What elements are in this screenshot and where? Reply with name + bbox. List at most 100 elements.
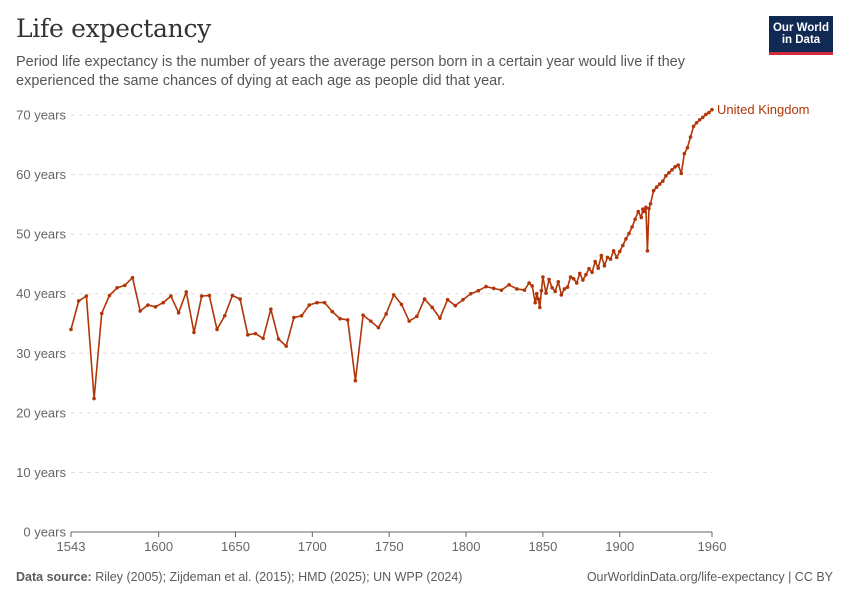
data-point [568,275,573,279]
data-point [657,182,662,186]
data-point [184,290,189,294]
data-point [547,277,551,282]
data-point [617,249,622,254]
data-point [688,135,693,139]
data-point [299,313,304,318]
owid-logo[interactable]: Our World in Data [769,16,833,55]
data-point [587,266,591,271]
x-tick-label: 1900 [605,539,634,554]
data-point [92,396,96,401]
data-point [484,284,488,289]
x-tick-label: 1850 [528,539,557,554]
y-tick-label: 40 years [16,286,66,301]
data-point [138,309,142,313]
data-point [691,124,696,129]
data-point [338,316,342,321]
data-point [438,316,442,320]
data-point [682,151,687,156]
y-tick-label: 20 years [16,405,66,420]
data-point [539,288,544,293]
data-point [376,325,381,330]
data-point [553,289,558,294]
data-point [315,300,319,305]
data-point [627,231,631,236]
data-point [130,275,135,280]
data-point [700,115,705,120]
x-tick-label: 1750 [375,539,404,554]
data-point [76,299,81,303]
data-point [107,293,112,298]
y-tick-label: 50 years [16,227,66,242]
data-point [322,300,327,305]
data-point [533,300,538,305]
source-label: Data source: [16,570,92,584]
data-point [392,293,396,297]
data-point [581,278,585,282]
data-point [330,309,335,314]
data-point [353,378,358,383]
data-point [704,112,708,117]
data-point [445,297,450,302]
data-point [571,277,576,281]
series-label: United Kingdom [717,102,810,117]
data-point [648,201,653,206]
x-tick-label: 1543 [57,539,86,554]
data-point [614,255,619,260]
data-point [161,300,166,305]
data-point [654,185,659,189]
data-point [527,281,531,285]
data-point [269,307,273,312]
x-tick-label: 1960 [698,539,727,554]
data-point [574,281,579,285]
data-point [292,315,296,320]
y-tick-label: 60 years [16,167,66,182]
data-point [507,282,511,287]
data-point [645,249,650,253]
data-point [276,337,281,341]
data-point [562,287,567,291]
data-point [630,225,634,229]
data-point [69,327,73,332]
data-point [590,270,594,275]
data-point [499,288,504,292]
data-point [534,291,539,296]
data-point [407,319,411,323]
x-tick-label: 1600 [144,539,173,554]
data-point [415,314,419,319]
data-point [422,297,427,301]
data-point [230,293,235,298]
data-point [550,285,554,290]
y-tick-label: 10 years [16,465,66,480]
data-point [608,257,613,261]
y-tick-label: 30 years [16,346,66,361]
data-point [559,293,564,297]
data-point [673,165,677,169]
data-point [661,179,665,183]
data-point [430,305,435,310]
data-point [146,303,150,307]
footer-link[interactable]: OurWorldinData.org/life-expectancy | CC … [586,570,833,584]
data-point [633,217,637,222]
data-point [685,145,690,150]
data-point [99,311,104,316]
x-tick-label: 1650 [221,539,250,554]
chart-title: Life expectancy [16,14,211,43]
data-point [602,263,607,268]
data-point [199,294,204,298]
y-tick-label: 70 years [16,108,66,123]
data-point [284,344,289,348]
y-tick-label: 0 years [23,525,66,540]
data-point [664,173,668,178]
data-point [624,237,628,241]
footer-source: Data source: Riley (2005); Zijdeman et a… [16,570,462,584]
data-point [345,318,350,322]
data-point [710,107,714,112]
data-point [453,303,458,308]
data-point [522,288,527,292]
data-point [611,249,616,253]
data-point [593,259,597,264]
data-point [538,305,542,310]
data-point [530,284,534,288]
data-point [491,286,496,291]
data-point [476,288,481,293]
